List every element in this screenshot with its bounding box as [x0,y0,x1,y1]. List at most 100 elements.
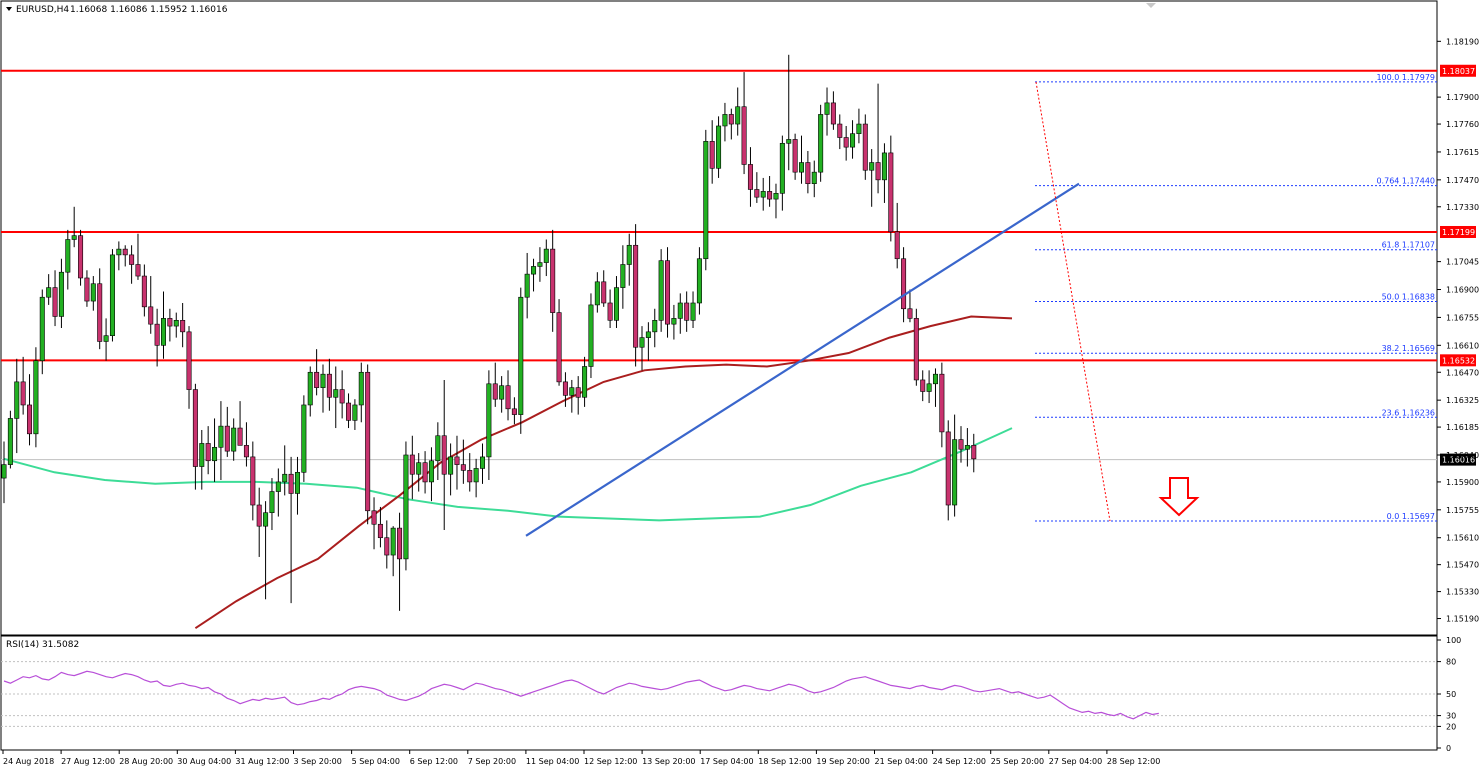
candle-bear [665,260,671,325]
price-tag-label: 1.17199 [1442,228,1475,237]
candle-bull [58,271,64,317]
candle-bull [320,373,326,388]
candle-bear [894,231,900,260]
candle-bull [275,481,281,492]
time-axis-label: 30 Aug 04:00 [177,757,231,766]
candle-bull [263,512,269,527]
candle-bull [850,133,856,148]
candle-bear [346,402,352,421]
price-axis-label: 1.15900 [1446,478,1479,487]
candle-bull [116,248,122,256]
candle-bear [409,454,415,475]
candle-bear [148,306,154,325]
candle-bear [27,404,33,435]
price-axis-label: 1.16755 [1446,313,1479,322]
price-tag [1440,64,1476,77]
candle-bear [314,371,320,388]
candle-bull [1,464,7,479]
candle-bear [958,439,964,450]
candle-bear [460,464,466,471]
time-axis-label: 11 Sep 04:00 [526,757,579,766]
candle-bull [109,254,115,336]
fib-level-label: 0.0 1.15697 [1387,512,1435,521]
time-axis-label: 21 Sep 04:00 [875,757,928,766]
fib-level-label: 61.8 1.17107 [1382,241,1435,250]
candle-bull [798,162,804,173]
rsi-axis-label: 0 [1446,744,1451,753]
candle-bull [486,383,492,458]
candle-bear [20,381,26,406]
candle-bull [531,266,537,275]
candle-bear [792,139,798,173]
candle-bear [901,258,907,310]
candle-bull [307,371,313,406]
sma-fast-line [194,315,1013,630]
candle-bull [811,171,817,184]
chart-shift-marker[interactable] [1146,3,1156,8]
candle-bull [613,287,619,321]
candle-bull [301,404,307,473]
candle-bull [537,262,543,267]
candle-bear [607,302,613,321]
candle-bull [390,527,396,556]
price-tag [1440,354,1476,367]
candle-bear [243,445,249,458]
sma-slow-line [3,427,1013,522]
candle-bull [639,337,645,348]
candle-bull [690,302,696,321]
price-axis-label: 1.16040 [1446,451,1479,460]
time-axis-label: 19 Sep 20:00 [816,757,869,766]
candle-bear [339,389,345,404]
candle-bear [371,510,377,525]
candle-bull [218,425,224,448]
candle-bull [620,264,626,288]
current-price-tag [1440,453,1476,466]
candle-bear [913,318,919,381]
candle-bear [754,189,760,198]
candle-bear [511,408,517,415]
rsi-label: RSI(14) 31.5082 [6,640,79,650]
price-axis-label: 1.17615 [1446,148,1479,157]
candle-bear [550,248,556,313]
candle-bear [888,152,894,233]
time-axis-label: 5 Sep 04:00 [352,757,400,766]
candle-bull [869,162,875,171]
candle-bull [569,387,575,396]
candle-bull [786,139,792,144]
candle-bear [186,331,192,390]
candle-bear [741,106,747,165]
candle-bull [722,114,728,127]
candle-bull [352,404,358,421]
candle-bull [212,446,218,462]
candle-bull [582,366,588,398]
trendline[interactable] [525,182,1080,537]
candle-bear [875,162,881,181]
candle-bear [122,248,128,256]
candle-bull [33,360,39,435]
candle-bull [671,318,677,325]
symbol-label: EURUSD,H4 [16,5,69,15]
candle-bull [7,418,13,465]
candle-bull [773,193,779,200]
candle-bear [129,254,135,265]
candle-bull [716,125,722,169]
candle-bull [964,445,970,450]
candle-bull [403,454,409,560]
time-axis-label: 3 Sep 20:00 [294,757,342,766]
candle-bull [703,141,709,260]
candle-bear [467,470,473,483]
candle-bull [588,304,594,367]
candle-bear [377,523,383,539]
candle-bear [830,102,836,125]
time-axis-label: 27 Aug 12:00 [61,757,115,766]
candle-bear [135,264,141,277]
candle-bear [505,385,511,410]
time-axis-label: 13 Sep 20:00 [642,757,695,766]
candle-bear [78,235,84,279]
symbol-dropdown-icon[interactable] [6,7,12,11]
candle-bear [684,302,690,321]
time-axis-label: 24 Aug 2018 [3,757,54,766]
fib-level-label: 50.0 1.16838 [1382,292,1435,301]
candle-bull [435,435,441,462]
candle-bear [709,141,715,169]
